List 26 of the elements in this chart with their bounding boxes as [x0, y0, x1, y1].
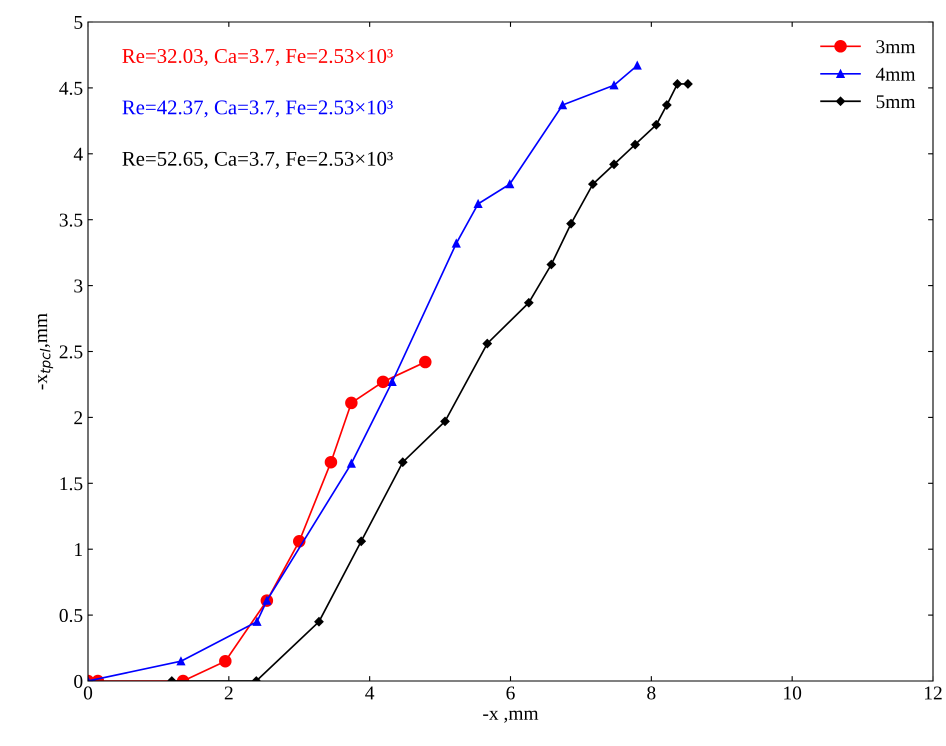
annotation: Re=42.37, Ca=3.7, Fe=2.53×10³: [122, 100, 393, 118]
y-tick-label: 4.5: [59, 82, 82, 95]
y-tick-label: 2: [74, 411, 82, 424]
x-tick-label: 8: [647, 686, 656, 700]
x-tick-label: 12: [924, 686, 942, 700]
y-tick-label: 0.5: [60, 608, 82, 622]
y-tick-label: 1: [75, 543, 82, 556]
x-axis-title: -x ,mm: [483, 710, 538, 723]
y-tick-label: 2.5: [60, 345, 82, 359]
annotation: Re=32.03, Ca=3.7, Fe=2.53×10³: [122, 48, 393, 66]
x-tick-label: 4: [365, 686, 374, 700]
x-tick-label: 10: [784, 686, 802, 700]
legend-label: 3mm: [876, 40, 916, 54]
legend-label: 4mm: [876, 68, 916, 81]
x-tick-label: 6: [506, 686, 515, 700]
y-tick-label: 3.5: [60, 214, 82, 227]
y-tick-label: 4: [74, 148, 83, 161]
x-tick-label: 2: [224, 686, 233, 700]
y-tick-label: 5: [74, 16, 82, 29]
annotation: Re=52.65, Ca=3.7, Fe=2.53×10³: [122, 152, 393, 169]
y-tick-label: 3: [74, 279, 82, 293]
y-tick-label: 0: [74, 674, 82, 688]
y-tick-label: 1.5: [60, 477, 82, 490]
x-tick-label: 0: [84, 686, 92, 700]
y-axis-title: -x$_{tpcl}$,mm: [38, 313, 54, 390]
legend-label: 5mm: [876, 95, 916, 108]
